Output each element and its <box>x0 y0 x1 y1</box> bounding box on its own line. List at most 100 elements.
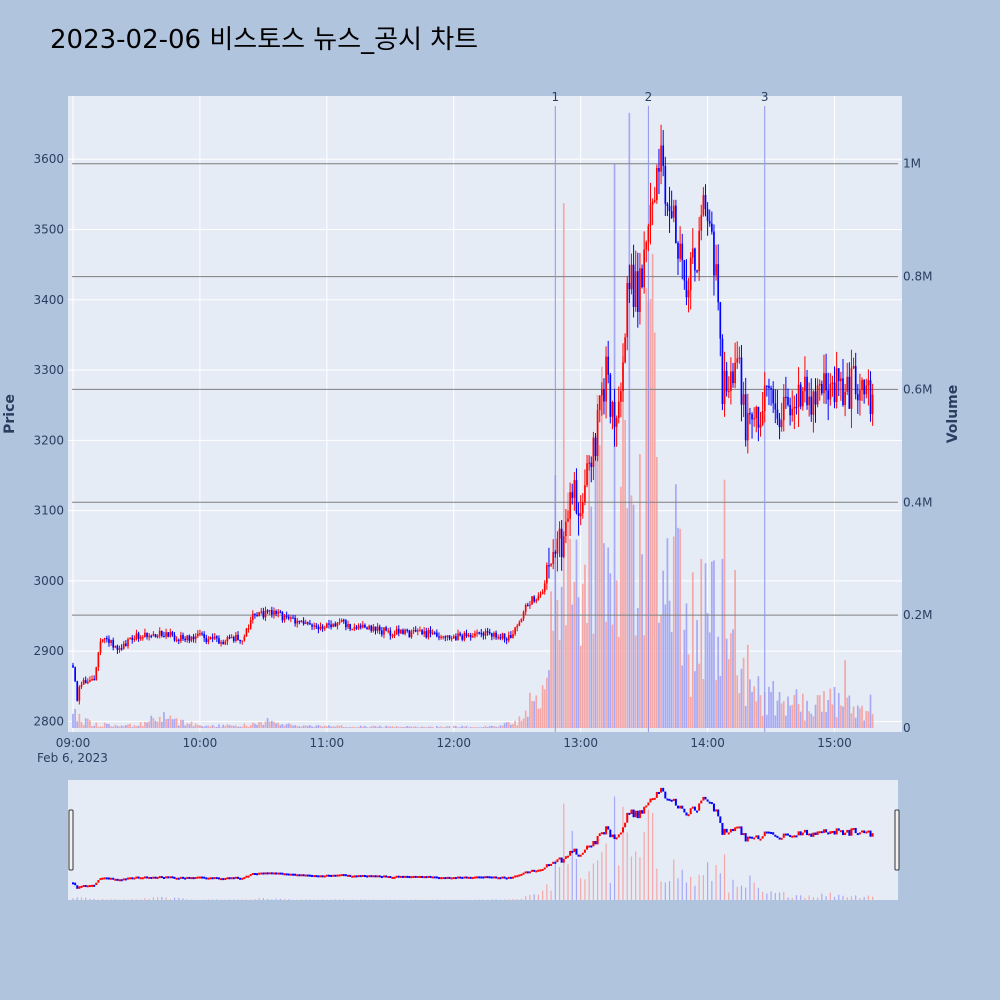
candle-body <box>501 633 504 639</box>
slider-candle <box>366 875 369 878</box>
slider-candle <box>313 875 316 878</box>
volume-bar <box>311 726 313 728</box>
range-slider-left-handle[interactable] <box>68 809 74 871</box>
slider-candle <box>241 877 244 880</box>
volume-bar <box>677 527 679 728</box>
candle-body <box>744 394 747 441</box>
candle-body <box>141 637 144 639</box>
candle-body <box>326 623 328 628</box>
slider-candle <box>649 798 652 803</box>
candle-body <box>205 637 208 643</box>
slider-candle <box>410 876 413 879</box>
slider-candle <box>196 876 199 879</box>
slider-candle <box>338 874 341 877</box>
candle-body <box>497 637 500 639</box>
candle-body <box>634 271 637 307</box>
slider-volume-bar <box>584 879 586 900</box>
slider-candle <box>854 827 857 834</box>
slider-candle <box>867 830 870 833</box>
slider-candle <box>397 875 400 878</box>
volume-bar <box>152 718 155 728</box>
volume-bar <box>869 694 872 728</box>
candle-body <box>510 635 512 638</box>
slider-candle <box>86 885 89 888</box>
slider-volume-bar <box>554 860 556 900</box>
candle-body <box>442 636 445 638</box>
volume-bar <box>158 716 161 728</box>
slider-candle <box>776 835 779 838</box>
slider-volume-bar <box>305 899 307 900</box>
slider-candle <box>260 872 263 875</box>
candle-body <box>275 610 277 614</box>
slider-candle <box>105 877 108 880</box>
candle-body <box>395 628 398 635</box>
volume-bar <box>797 704 800 728</box>
range-slider[interactable] <box>68 780 898 900</box>
candle-body <box>776 409 779 419</box>
slider-candle <box>844 832 847 836</box>
slider-volume-bar <box>838 894 840 900</box>
volume-bar <box>772 680 775 728</box>
candle-body <box>190 636 193 641</box>
candle-body <box>345 620 347 628</box>
slider-candle <box>184 877 187 880</box>
slider-candle <box>700 800 703 804</box>
candle-body <box>643 249 645 288</box>
candle-body <box>507 635 510 641</box>
volume-bar <box>662 570 665 728</box>
candle-body <box>101 639 104 642</box>
range-slider-right-handle[interactable] <box>894 809 900 871</box>
candle-body <box>543 583 546 592</box>
slider-candle <box>357 875 360 878</box>
candle-body <box>82 680 85 685</box>
slider-volume-bar <box>563 803 565 900</box>
volume-bar <box>239 726 241 728</box>
volume-bar <box>484 725 487 728</box>
slider-candle <box>702 796 705 801</box>
volume-bar <box>768 686 770 728</box>
volume-bar <box>326 726 328 728</box>
volume-bar <box>759 695 762 728</box>
volume-bar <box>281 724 284 728</box>
slider-candle <box>340 874 343 877</box>
candle-body <box>823 373 825 394</box>
slider-candle <box>858 832 861 835</box>
candle-body <box>419 630 421 632</box>
slider-candle <box>327 874 330 877</box>
volume-bar <box>780 703 783 728</box>
slider-volume-bar <box>778 892 781 900</box>
slider-candle <box>268 872 271 875</box>
volume-bar <box>290 724 292 728</box>
candle-body <box>520 618 523 623</box>
candle-body <box>338 622 341 624</box>
slider-candle <box>558 857 561 860</box>
range-slider-handles[interactable] <box>68 809 900 871</box>
slider-candle <box>406 875 409 878</box>
candle-body <box>323 627 326 629</box>
candle-body <box>99 641 102 653</box>
volume-bar <box>850 713 853 728</box>
slider-candle <box>264 872 267 875</box>
volume-bar <box>421 726 423 728</box>
volume-bar <box>245 725 248 728</box>
slider-candle <box>311 874 314 877</box>
candle-body <box>717 264 720 303</box>
slider-candle <box>484 876 487 879</box>
candle-body <box>374 626 377 631</box>
candle-body <box>628 282 631 290</box>
volume-bar <box>116 725 119 728</box>
candle-body <box>581 502 584 514</box>
candle-body <box>653 200 656 202</box>
volume-bar <box>524 710 527 728</box>
slider-volume-bar <box>635 851 637 900</box>
slider-candle <box>717 809 720 817</box>
slider-candle <box>452 877 455 880</box>
slider-volume-bar <box>516 899 518 900</box>
candle-body <box>556 538 559 554</box>
volume-bar <box>835 717 838 728</box>
slider-candle <box>784 833 787 836</box>
candle-body <box>725 370 728 392</box>
volume-bar <box>598 445 601 728</box>
slider-candle <box>237 876 239 879</box>
candle-body <box>342 619 345 622</box>
